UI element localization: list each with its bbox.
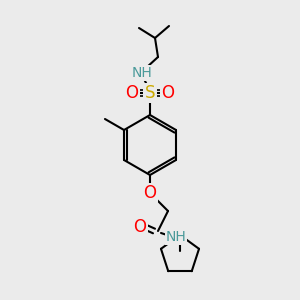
Text: O: O (134, 218, 146, 236)
Text: S: S (145, 84, 155, 102)
Text: NH: NH (132, 66, 152, 80)
Text: O: O (143, 184, 157, 202)
Text: O: O (125, 84, 139, 102)
Text: NH: NH (166, 230, 186, 244)
Text: O: O (161, 84, 175, 102)
